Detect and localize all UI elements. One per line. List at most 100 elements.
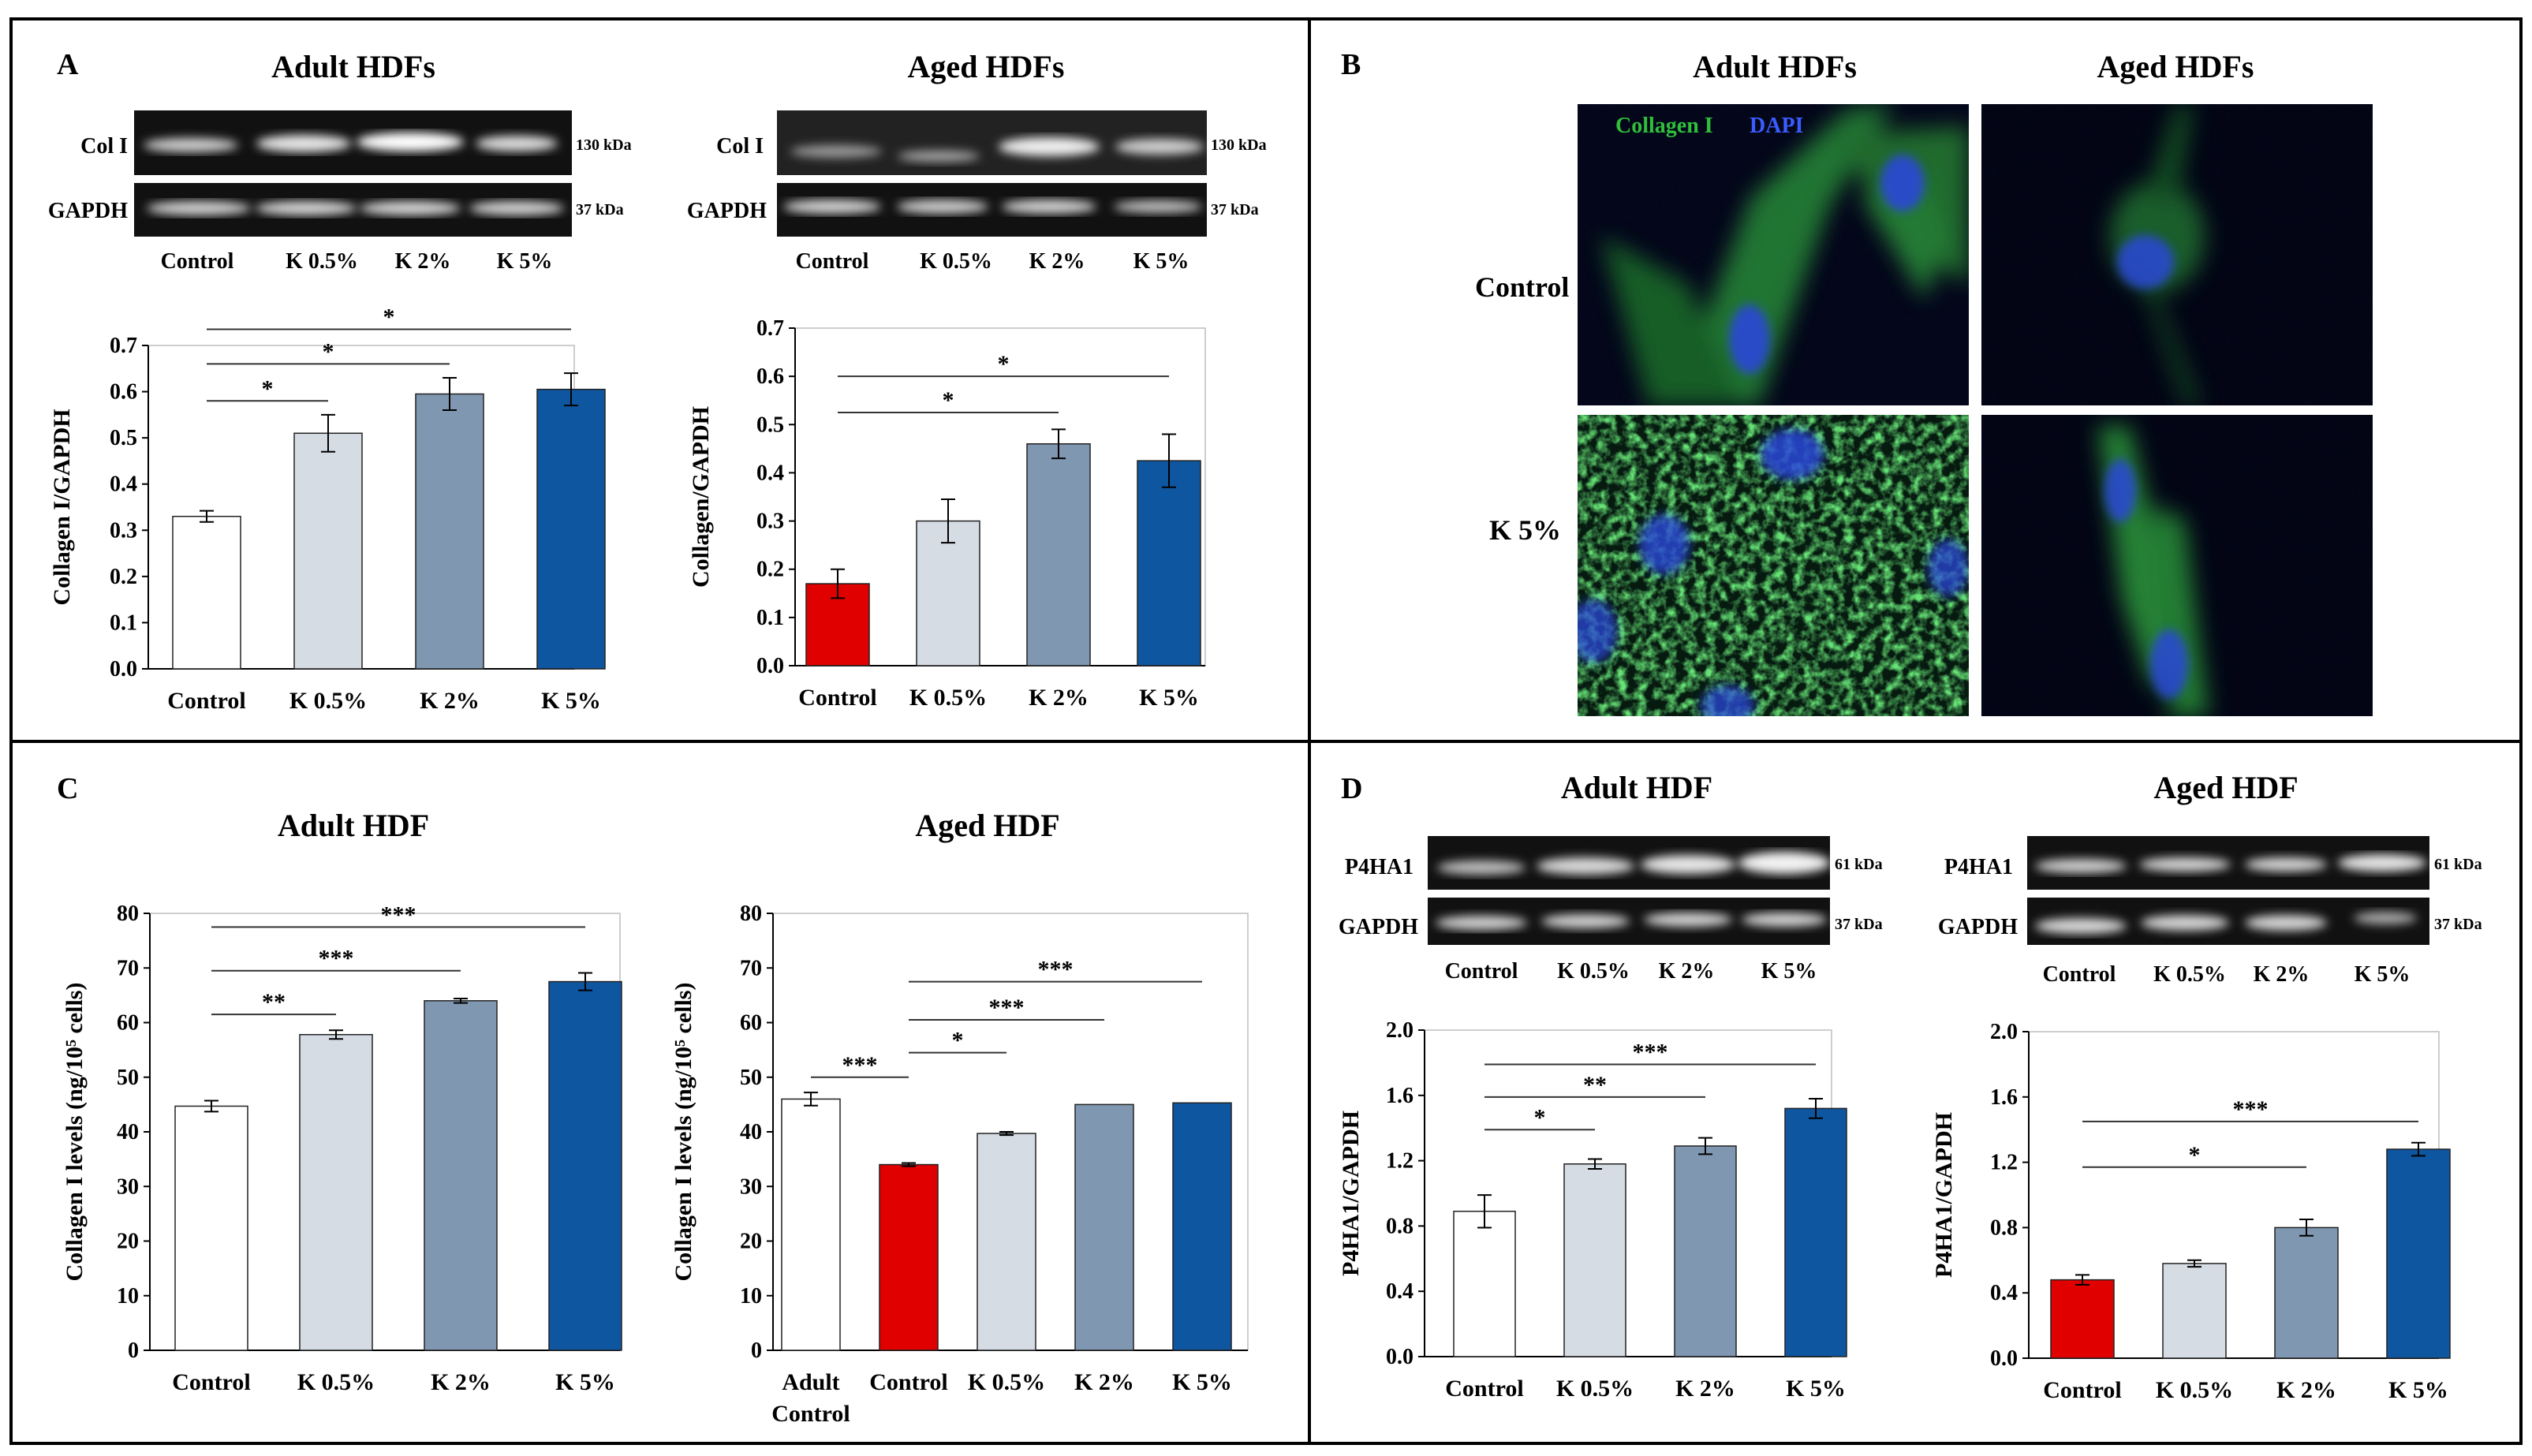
lane-label: K 5% <box>497 249 553 274</box>
y-tick-label: 0.8 <box>1386 1214 1414 1238</box>
y-tick-label: 0.8 <box>1990 1215 2018 1240</box>
y-tick-label: 40 <box>117 1120 139 1144</box>
bar <box>1026 442 1091 666</box>
kda-label: 61 kDa <box>2434 856 2482 873</box>
significance-label: ** <box>1583 1072 1607 1098</box>
x-tick-label: K 2% <box>431 1369 491 1395</box>
x-tick-label: K 0.5% <box>289 688 367 714</box>
bar <box>174 1105 248 1351</box>
lane-label: K 0.5% <box>2153 962 2226 987</box>
significance-label: * <box>1534 1104 1546 1130</box>
chart-D-adult: 0.0 0.4 0.8 1.2 1.6 2.0 P4HA1/GAPDH Control K 0.… <box>1338 1018 1847 1402</box>
chart-A-adult: 0.0 0.1 0.2 0.3 0.4 0.5 0.6 0.7 Collagen I/GAPDH… <box>49 304 606 714</box>
y-tick-label: 40 <box>740 1120 762 1144</box>
y-tick-label: 10 <box>740 1284 762 1309</box>
x-tick-label: Control <box>2043 1377 2121 1403</box>
significance-label: * <box>262 375 274 401</box>
x-tick-label: Control <box>167 688 245 714</box>
legend-dapi: DAPI <box>1750 114 1803 138</box>
bar <box>2050 1279 2115 1359</box>
y-tick-label: 70 <box>740 956 762 980</box>
bar <box>536 388 606 670</box>
y-tick-label: 20 <box>740 1230 762 1254</box>
bar <box>977 1133 1036 1351</box>
y-tick-label: 0 <box>751 1338 762 1363</box>
panel-letter-d: D <box>1341 772 1362 805</box>
y-tick-label: 0.4 <box>756 461 784 485</box>
significance-label: * <box>952 1028 964 1054</box>
x-tick-label: K 5% <box>541 688 601 714</box>
kda-label: 130 kDa <box>576 136 632 154</box>
x-tick-label: Control <box>869 1369 947 1395</box>
y-tick-label: 0.4 <box>110 472 137 497</box>
y-tick-label: 0.6 <box>756 364 784 389</box>
micrograph-adult-k5 <box>1578 415 1969 716</box>
lane-label: K 0.5% <box>286 249 358 274</box>
col-title: Adult HDFs <box>1693 49 1857 84</box>
x-tick-label: Adult <box>782 1369 839 1395</box>
micrograph-adult-control: Collagen I DAPI <box>1578 104 1969 405</box>
y-tick-label: 1.6 <box>1990 1085 2018 1110</box>
blot-bands-gapdh <box>147 201 564 215</box>
bar <box>1137 460 1201 666</box>
bar <box>293 432 363 670</box>
kda-label: 61 kDa <box>1835 856 1883 873</box>
kda-label: 37 kDa <box>576 201 624 218</box>
bar <box>1674 1145 1737 1357</box>
y-axis-label: Collagen I/GAPDH <box>49 409 75 605</box>
x-tick-label: Control <box>1445 1376 1523 1402</box>
blot-bands-p4ha1 <box>1437 852 1830 875</box>
y-axis-label: P4HA1/GAPDH <box>1338 1111 1364 1276</box>
y-tick-label: 60 <box>740 1011 762 1036</box>
micrograph-aged-control <box>1981 104 2373 405</box>
blot-row-label: GAPDH <box>687 199 767 223</box>
significance-label: * <box>2189 1142 2201 1168</box>
panel-letter-a: A <box>57 48 79 81</box>
blot-title: Aged HDFs <box>908 49 1065 84</box>
y-axis-label: Collagen I levels (ng/10⁵ cells) <box>62 983 88 1282</box>
y-tick-label: 0.6 <box>110 380 137 405</box>
chart-C-adult: 0 10 20 30 40 50 60 70 80 Collagen I levels (ng/1… <box>62 902 622 1395</box>
micrograph-aged-k5 <box>1981 415 2373 716</box>
lane-label: K 5% <box>1761 959 1817 984</box>
y-axis-label: P4HA1/GAPDH <box>1931 1112 1957 1278</box>
significance-label: * <box>998 351 1010 377</box>
y-tick-label: 50 <box>740 1066 762 1090</box>
y-tick-label: 0.0 <box>756 654 784 678</box>
lane-label: Control <box>2043 962 2116 987</box>
chart-title: Aged HDF <box>915 808 1059 843</box>
blot-row-label: Col I <box>716 134 764 159</box>
x-tick-label: K 2% <box>1074 1369 1134 1395</box>
blot-bands-p4ha1 <box>2035 854 2426 873</box>
significance-label: *** <box>1633 1039 1668 1065</box>
chart-D-aged: 0.0 0.4 0.8 1.2 1.6 2.0 P4HA1/GAPDH Control K 0.… <box>1931 1020 2451 1403</box>
x-tick-label: K 2% <box>1029 685 1089 711</box>
blot-row-label: P4HA1 <box>1944 855 2013 879</box>
y-tick-label: 70 <box>117 956 139 980</box>
lane-label: K 5% <box>2355 962 2411 987</box>
y-tick-label: 1.2 <box>1386 1149 1414 1174</box>
kda-label: 37 kDa <box>1835 916 1883 933</box>
lane-label: K 2% <box>1659 959 1715 984</box>
y-tick-label: 30 <box>740 1174 762 1199</box>
bar <box>2162 1263 2227 1359</box>
panel-letter-c: C <box>57 772 78 805</box>
x-tick-label: K 0.5% <box>297 1369 375 1395</box>
panel-letter-b: B <box>1341 48 1361 81</box>
lane-label: K 2% <box>395 249 451 274</box>
lane-label: K 5% <box>1133 249 1189 274</box>
significance-label: *** <box>1038 957 1074 983</box>
y-tick-label: 10 <box>117 1284 139 1309</box>
x-tick-label: K 2% <box>2276 1377 2336 1403</box>
significance-label: *** <box>319 946 354 972</box>
x-tick-label: K 5% <box>2388 1377 2448 1403</box>
x-tick-label: K 5% <box>1172 1369 1232 1395</box>
bar <box>1074 1103 1134 1351</box>
panel-frame <box>9 17 2523 1445</box>
bar <box>415 393 484 670</box>
x-tick-label: K 0.5% <box>2156 1377 2233 1403</box>
y-axis-label: Collagen/GAPDH <box>688 406 714 588</box>
lane-label: Control <box>1445 959 1518 984</box>
blot-bands-col1 <box>144 133 558 152</box>
panel-d-aged-blot: Aged HDF P4HA1 GAPDH 61 kDa 37 kDa Contr… <box>1938 770 2482 987</box>
